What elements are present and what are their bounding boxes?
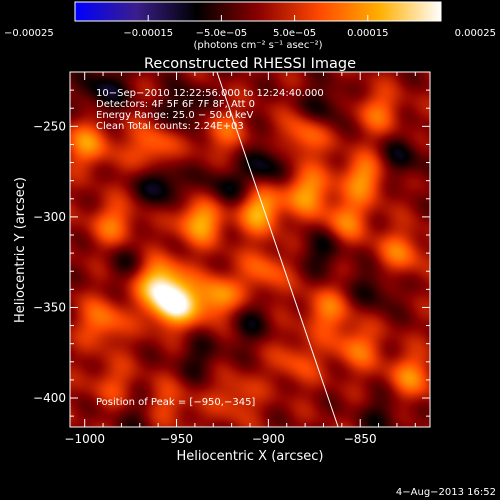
y-tick-label: −300 bbox=[33, 210, 66, 224]
timestamp: 4−Aug−2013 16:52 bbox=[396, 487, 496, 498]
annotation-time-range: 10−Sep−2010 12:22:56.000 to 12:24:40.000 bbox=[96, 88, 324, 99]
x-tick-label: −950 bbox=[160, 432, 193, 446]
colorbar-tick-label: −0.00015 bbox=[123, 28, 173, 39]
colorbar bbox=[75, 2, 441, 21]
x-axis-label: Heliocentric X (arcsec) bbox=[177, 449, 324, 464]
y-tick-label: −250 bbox=[33, 119, 66, 133]
colorbar-tick-label: −0.00025 bbox=[4, 28, 54, 39]
peak-position-label: Position of Peak = [−950,−345] bbox=[96, 397, 255, 408]
colorbar-unit-label: (photons cm⁻² s⁻¹ asec⁻²) bbox=[193, 40, 322, 51]
y-tick-label: −350 bbox=[33, 300, 66, 314]
chart-title: Reconstructed RHESSI Image bbox=[144, 56, 356, 72]
heatmap-image bbox=[70, 72, 430, 427]
y-tick-label: −400 bbox=[33, 391, 66, 405]
colorbar-ticks: −0.00025 −0.00015 −5.0e−05 5.0e−05 0.00015 0.… bbox=[4, 15, 496, 39]
x-tick-label: −1000 bbox=[64, 432, 105, 446]
colorbar-tick-label: −5.0e−05 bbox=[196, 28, 248, 39]
annotation-clean-counts: Clean Total counts: 2.24E+03 bbox=[96, 121, 244, 132]
x-tick-label: −850 bbox=[344, 432, 377, 446]
x-tick-label: −900 bbox=[252, 432, 285, 446]
annotation-detectors: Detectors: 4F 5F 6F 7F 8F, Att 0 bbox=[96, 99, 255, 110]
colorbar-tick-label: 0.00015 bbox=[347, 28, 388, 39]
colorbar-tick-label: 5.0e−05 bbox=[273, 28, 316, 39]
annotation-block: 10−Sep−2010 12:22:56.000 to 12:24:40.000… bbox=[96, 88, 324, 132]
solar-limb-line bbox=[216, 72, 339, 427]
axis-ticks: −1000 −950 −900 −850 −400 −350 −300 −250 bbox=[33, 72, 430, 446]
annotation-energy-range: Energy Range: 25.0 − 50.0 keV bbox=[96, 110, 253, 121]
y-axis-label: Heliocentric Y (arcsec) bbox=[13, 177, 28, 323]
colorbar-tick-label: 0.00025 bbox=[455, 28, 496, 39]
